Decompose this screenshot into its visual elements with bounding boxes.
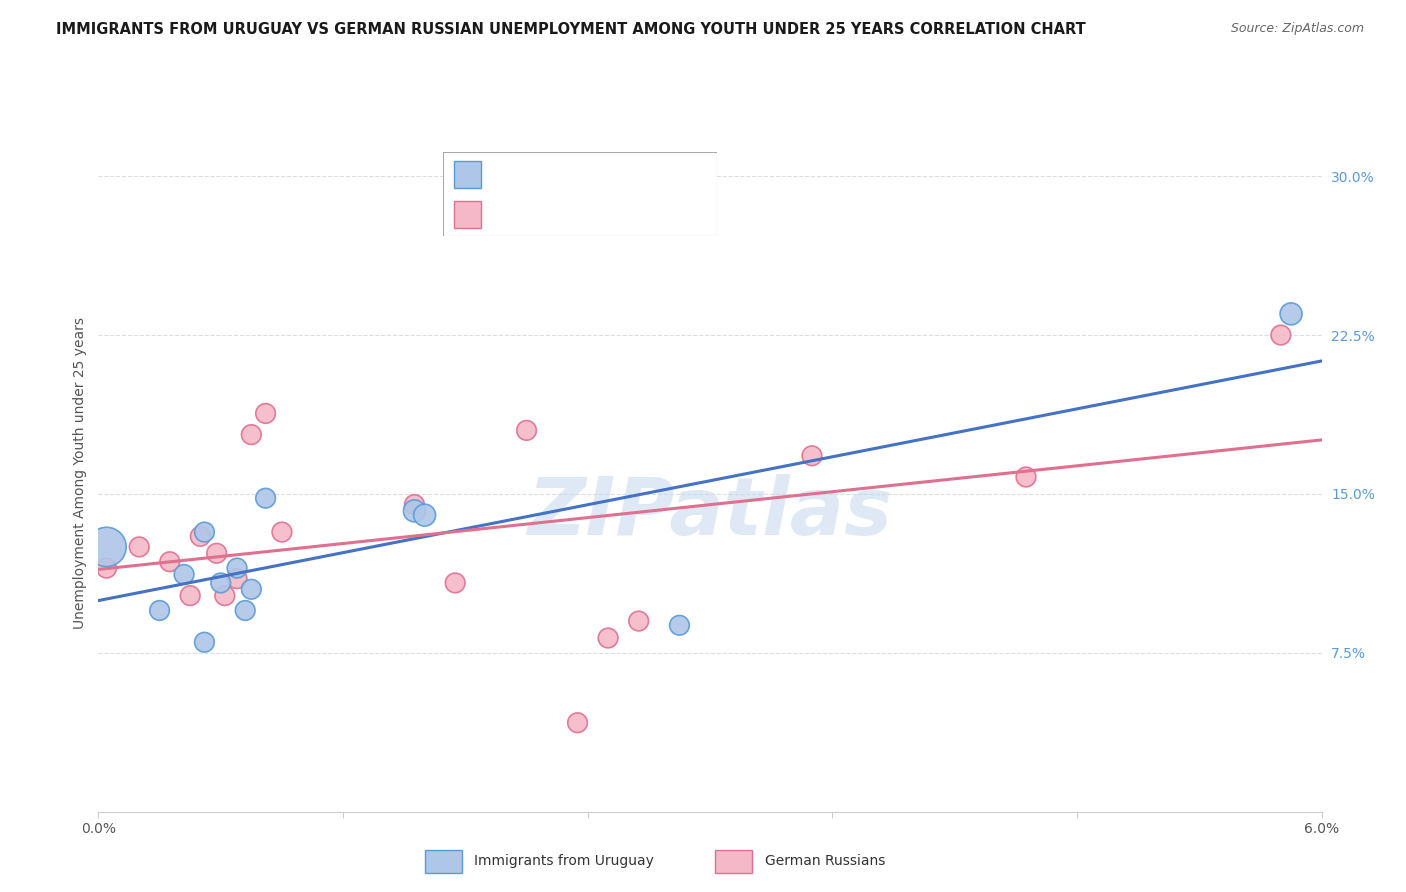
Point (209, 576, 232, 591)
Point (567, 715, 589, 730)
Text: R = 0.455: R = 0.455 (492, 207, 572, 222)
Point (149, 603, 172, 617)
Point (193, 635, 215, 649)
Text: Source: ZipAtlas.com: Source: ZipAtlas.com (1230, 22, 1364, 36)
Point (128, 540, 150, 554)
Point (1015, 470, 1038, 484)
Point (627, 614, 650, 628)
Text: IMMIGRANTS FROM URUGUAY VS GERMAN RUSSIAN UNEMPLOYMENT AMONG YOUTH UNDER 25 YEAR: IMMIGRANTS FROM URUGUAY VS GERMAN RUSSIA… (56, 22, 1085, 37)
Point (254, 407, 277, 421)
Point (233, 603, 256, 617)
Bar (454, 201, 481, 227)
Point (404, 498, 426, 512)
Point (270, 524, 292, 539)
Point (801, 449, 824, 463)
Y-axis label: Unemployment Among Youth under 25 years: Unemployment Among Youth under 25 years (73, 317, 87, 629)
Point (193, 524, 215, 539)
Text: N = 14: N = 14 (630, 167, 685, 182)
Point (413, 508, 436, 523)
Point (240, 427, 263, 442)
Bar (716, 850, 752, 873)
Point (96, 540, 118, 554)
Point (226, 561, 249, 575)
Point (214, 589, 236, 603)
Text: N = 20: N = 20 (630, 207, 685, 222)
Point (596, 631, 619, 645)
Point (1279, 307, 1302, 321)
Text: German Russians: German Russians (765, 854, 886, 868)
Point (404, 504, 426, 518)
Point (240, 582, 263, 597)
Point (96, 561, 118, 575)
Point (205, 546, 228, 560)
Text: R = 0.488: R = 0.488 (492, 167, 572, 182)
Point (226, 572, 249, 586)
Point (1270, 328, 1292, 343)
Point (668, 618, 690, 632)
Point (444, 576, 467, 591)
Text: Immigrants from Uruguay: Immigrants from Uruguay (474, 854, 654, 868)
Point (173, 567, 195, 582)
Point (159, 555, 181, 569)
Bar (425, 850, 461, 873)
Point (179, 589, 201, 603)
Point (254, 491, 277, 505)
Bar (454, 161, 481, 188)
Text: ZIPatlas: ZIPatlas (527, 475, 893, 552)
FancyBboxPatch shape (443, 152, 717, 236)
Point (515, 424, 537, 438)
Point (188, 529, 211, 543)
